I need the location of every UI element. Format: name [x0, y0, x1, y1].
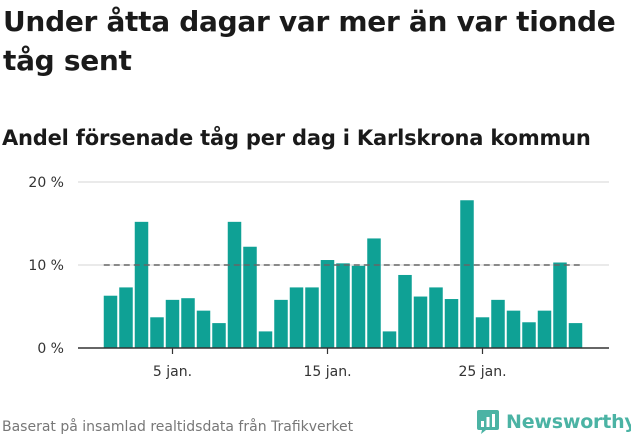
- bar: [243, 246, 257, 348]
- bar: [134, 221, 149, 348]
- bar: [289, 287, 304, 348]
- y-tick-label: 0 %: [37, 341, 64, 357]
- bar: [351, 265, 366, 348]
- x-tick-label: 15 jan.: [303, 364, 351, 380]
- bar: [522, 322, 536, 348]
- logo-text: Newsworthy: [506, 411, 631, 433]
- bar: [274, 299, 288, 348]
- x-axis-ticks: 5 jan. 15 jan. 25 jan.: [153, 348, 507, 380]
- bar: [491, 299, 505, 348]
- bar-chart-logo-icon: [476, 409, 500, 435]
- bar: [413, 296, 428, 348]
- bar: [181, 298, 195, 348]
- bar: [336, 263, 350, 348]
- x-tick-label: 5 jan.: [153, 364, 192, 380]
- bar: [196, 310, 211, 348]
- bar: [460, 200, 474, 348]
- bar: [119, 287, 133, 348]
- bar: [320, 260, 335, 348]
- bar: [553, 262, 567, 348]
- bar: [506, 310, 521, 348]
- bar: [475, 317, 490, 348]
- chart-headline: Under åtta dagar var mer än var tionde t…: [3, 5, 616, 77]
- bar: [429, 287, 443, 348]
- bar: [103, 295, 118, 348]
- bar: [398, 274, 412, 348]
- bar: [367, 238, 381, 348]
- x-tick-label: 25 jan.: [458, 364, 506, 380]
- bar: [227, 221, 242, 348]
- bar: [212, 323, 226, 348]
- bar: [258, 331, 273, 348]
- bar: [150, 317, 164, 348]
- bar: [305, 287, 319, 348]
- bars: [103, 200, 583, 348]
- y-axis-ticks: 0 % 10 % 20 %: [28, 175, 64, 357]
- bar-chart: 0 % 10 % 20 % 5 jan. 15 jan. 25 jan.: [28, 175, 609, 380]
- y-tick-label: 10 %: [28, 258, 64, 274]
- y-tick-label: 20 %: [28, 175, 64, 191]
- bar: [382, 331, 397, 348]
- bar: [537, 310, 552, 348]
- newsworthy-logo: Newsworthy: [476, 407, 631, 437]
- chart-subtitle: Andel försenade tåg per dag i Karlskrona…: [2, 126, 591, 150]
- source-note: Baserat på insamlad realtidsdata från Tr…: [2, 419, 354, 435]
- bar: [444, 299, 459, 348]
- grid-lines: [78, 181, 609, 266]
- bar: [165, 299, 180, 348]
- bar: [568, 323, 583, 348]
